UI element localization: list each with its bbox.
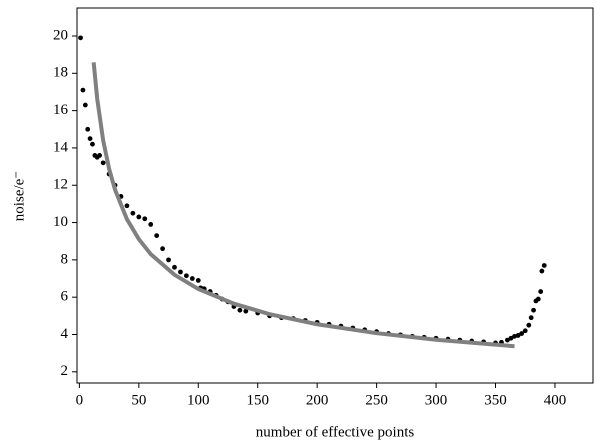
data-point	[541, 263, 547, 268]
data-point	[243, 308, 249, 314]
data-point	[519, 331, 525, 336]
data-point	[80, 87, 86, 93]
data-point	[82, 102, 88, 108]
data-point	[148, 222, 154, 227]
y-tick-label: 14	[53, 139, 69, 155]
y-tick-label: 4	[61, 326, 69, 342]
data-point	[87, 136, 93, 141]
x-tick-label: 250	[365, 392, 388, 408]
data-point	[538, 289, 544, 294]
data-point	[142, 216, 148, 222]
x-tick-label: 50	[131, 392, 146, 408]
data-point	[90, 141, 95, 147]
data-point	[237, 307, 243, 313]
x-tick-label: 300	[425, 392, 448, 408]
y-tick-label: 12	[53, 177, 68, 193]
x-tick-label: 350	[484, 392, 507, 408]
data-point	[526, 322, 532, 328]
x-tick-label: 0	[76, 392, 84, 408]
data-point	[78, 35, 83, 41]
y-tick-label: 10	[53, 214, 68, 230]
y-tick-label: 2	[61, 363, 69, 379]
plot-frame	[76, 7, 594, 384]
data-point	[535, 296, 541, 302]
x-tick-label: 100	[187, 392, 210, 408]
data-point	[504, 337, 510, 343]
x-tick-label: 400	[544, 392, 567, 408]
y-tick-label: 20	[53, 27, 68, 43]
data-point	[508, 335, 514, 341]
fit-line	[91, 62, 515, 349]
data-point	[85, 126, 91, 132]
data-point	[531, 307, 536, 313]
data-point	[178, 269, 183, 275]
data-point	[183, 273, 189, 279]
x-axis-label: number of effective points	[256, 424, 415, 440]
data-point	[172, 264, 177, 270]
data-point	[154, 233, 160, 239]
data-point	[136, 214, 142, 220]
x-tick-label: 150	[246, 392, 269, 408]
data-point	[130, 210, 136, 216]
data-point	[539, 268, 545, 274]
data-point	[166, 257, 171, 263]
data-point	[97, 152, 102, 158]
data-point	[160, 246, 166, 252]
y-tick-label: 16	[53, 102, 69, 118]
y-axis-label: noise/e⁻	[11, 171, 27, 221]
data-point	[522, 328, 528, 334]
data-point	[515, 333, 521, 338]
x-tick-label: 200	[306, 392, 329, 408]
data-point	[189, 276, 195, 281]
data-point	[195, 277, 201, 283]
y-tick-label: 8	[61, 251, 69, 267]
y-tick-label: 6	[61, 289, 69, 305]
y-tick-label: 18	[53, 65, 68, 81]
data-point	[528, 315, 534, 321]
data-point	[124, 203, 130, 209]
data-point	[100, 160, 106, 166]
